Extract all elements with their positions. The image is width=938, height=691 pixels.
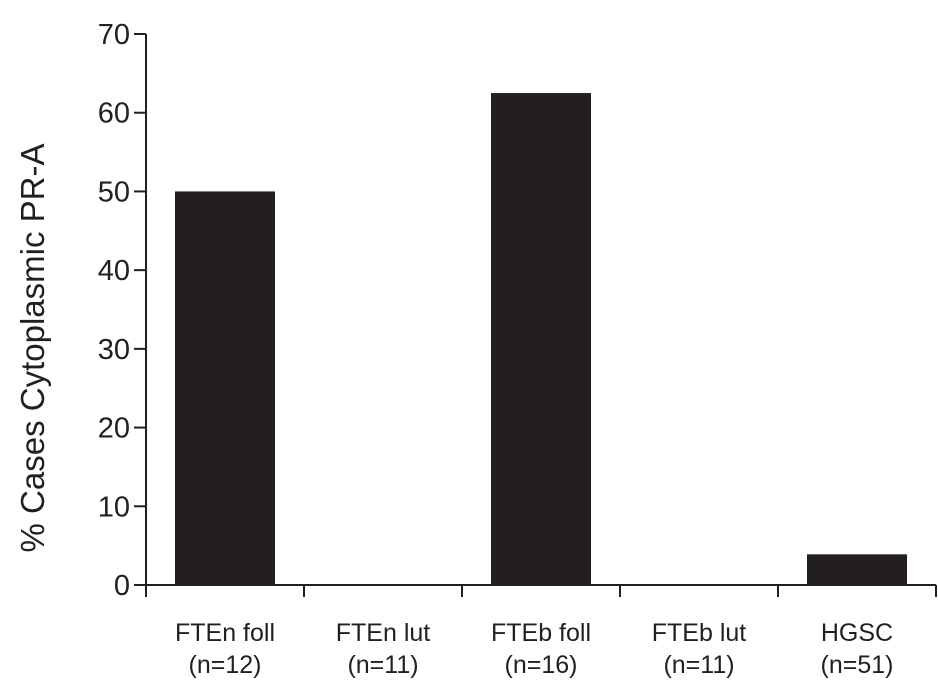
bar-1 bbox=[175, 191, 275, 585]
y-tick-label: 10 bbox=[98, 491, 130, 523]
bar-3 bbox=[491, 93, 591, 586]
y-tick-label: 40 bbox=[98, 255, 130, 287]
x-category-n: (n=51) bbox=[821, 651, 894, 679]
y-tick-label: 60 bbox=[98, 98, 130, 130]
x-category-label: FTEn lut bbox=[336, 619, 431, 647]
y-tick-label: 50 bbox=[98, 176, 130, 208]
x-category-n: (n=11) bbox=[663, 651, 734, 679]
category-labels: FTEn foll (n=12) FTEn lut (n=11) FTEb foll (n… bbox=[175, 619, 894, 679]
x-category-n: (n=16) bbox=[505, 651, 578, 679]
y-tick-label: 70 bbox=[98, 19, 130, 51]
y-axis-title: % Cases Cytoplasmic PR-A bbox=[14, 144, 51, 553]
bar-5 bbox=[807, 554, 907, 585]
x-axis bbox=[145, 584, 937, 597]
y-tick-label: 30 bbox=[98, 334, 130, 366]
x-category-n: (n=12) bbox=[189, 651, 262, 679]
y-tick-label: 0 bbox=[114, 570, 130, 602]
x-category-n: (n=11) bbox=[347, 651, 418, 679]
x-category-label: FTEb foll bbox=[491, 619, 591, 647]
y-tick-label: 20 bbox=[98, 413, 130, 445]
x-category-label: HGSC bbox=[821, 619, 893, 647]
y-axis: 0 10 20 30 40 50 60 70 bbox=[98, 19, 147, 602]
bars bbox=[175, 93, 907, 586]
x-category-label: FTEn foll bbox=[175, 619, 275, 647]
x-category-label: FTEb lut bbox=[652, 619, 747, 647]
